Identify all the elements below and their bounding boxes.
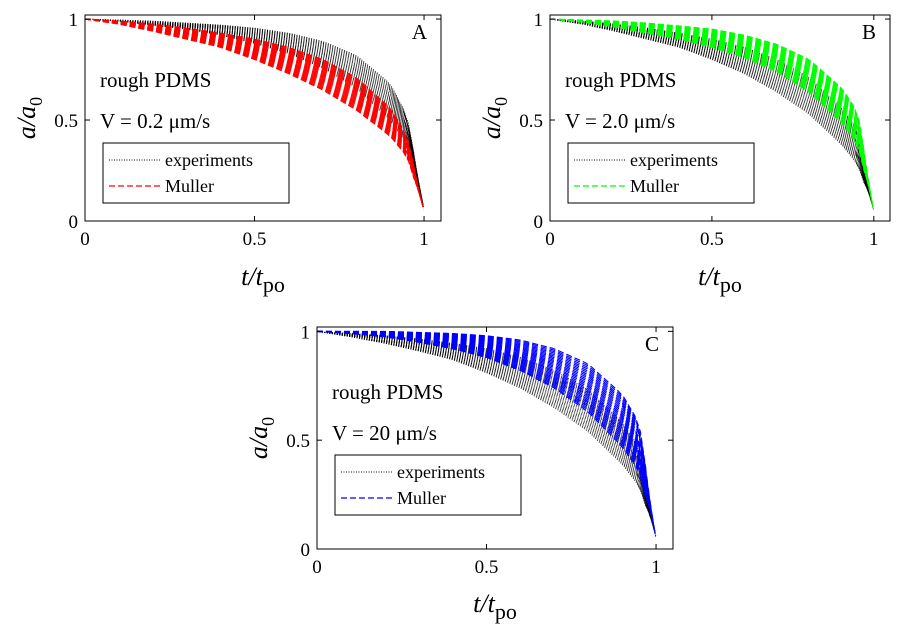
annotation-material: rough PDMS	[100, 68, 211, 92]
y-axis-label: a/a0	[244, 417, 278, 459]
legend-label: experiments	[630, 150, 718, 170]
x-tick-label: 0.5	[243, 229, 267, 250]
annotation-material: rough PDMS	[332, 380, 443, 404]
legend-label: Muller	[397, 488, 446, 508]
x-tick-label: 0	[80, 229, 90, 250]
legend-label: experiments	[397, 462, 485, 482]
series-line-muller	[549, 18, 867, 167]
series-line-muller	[317, 330, 647, 469]
series-line-experiments	[84, 18, 422, 197]
annotation-velocity: V = 2.0 μm/s	[565, 109, 675, 133]
series-line-muller	[549, 18, 872, 196]
series-line-experiments	[84, 18, 415, 158]
series-line-experiments	[316, 331, 651, 519]
y-axis-label: a/a0	[477, 97, 511, 139]
legend-box	[102, 142, 290, 204]
y-tick-label: 1	[534, 10, 544, 31]
series-line-experiments	[84, 18, 424, 204]
x-tick-label: 0.5	[700, 229, 724, 250]
x-tick-label: 1	[869, 229, 879, 250]
x-tick-label: 0	[312, 557, 322, 578]
series-line-experiments	[549, 18, 870, 196]
legend-label: Muller	[165, 176, 214, 196]
series-muller-B	[549, 18, 874, 210]
series-line-muller	[549, 18, 865, 172]
series-line-muller	[549, 18, 869, 176]
series-line-muller	[549, 18, 867, 162]
x-tick-label: 0.5	[475, 557, 499, 578]
series-line-muller	[549, 18, 874, 206]
x-tick-label: 1	[419, 229, 429, 250]
y-tick-label: 0.5	[286, 431, 310, 452]
panel-letter: A	[412, 20, 428, 44]
plot-frame	[84, 14, 442, 222]
series-line-experiments	[316, 331, 652, 521]
x-tick-label: 0	[545, 229, 555, 250]
plot-frame	[316, 326, 674, 550]
series-line-muller	[549, 18, 871, 193]
series-line-experiments	[549, 18, 874, 210]
series-line-experiments	[549, 18, 869, 194]
series-line-experiments	[316, 331, 655, 531]
x-axis-label: t/tpo	[698, 262, 742, 297]
series-line-experiments	[549, 18, 871, 200]
series-line-experiments	[549, 18, 869, 192]
annotation-velocity: V = 20 μm/s	[332, 421, 437, 445]
series-line-muller	[549, 18, 873, 202]
series-line-muller	[84, 18, 415, 167]
series-line-experiments	[549, 18, 868, 190]
legend: experiments Muller	[102, 142, 290, 204]
series-line-experiments	[316, 331, 654, 527]
legend-box	[567, 142, 755, 204]
series-line-muller	[549, 18, 870, 185]
series-line-experiments	[84, 18, 423, 201]
series-line-muller	[549, 18, 873, 203]
legend-label: Muller	[630, 176, 679, 196]
x-axis-label: t/tpo	[241, 262, 285, 297]
series-line-experiments	[84, 18, 425, 208]
series-line-experiments	[316, 331, 650, 516]
series-line-muller	[549, 18, 866, 157]
y-tick-label: 0.5	[54, 111, 78, 132]
y-tick-label: 0	[69, 212, 79, 233]
legend: experiments Muller	[334, 454, 522, 516]
legend-label: experiments	[165, 150, 253, 170]
series-line-experiments	[316, 331, 655, 530]
y-tick-label: 1	[69, 10, 79, 31]
x-tick-label: 1	[651, 557, 661, 578]
series-line-muller	[549, 18, 872, 199]
panel-letter: C	[645, 332, 659, 356]
panel-letter: B	[862, 20, 876, 44]
series-muller-A	[84, 18, 425, 210]
series-line-muller	[549, 18, 868, 172]
series-muller-C	[316, 330, 657, 537]
series-line-experiments	[549, 18, 871, 198]
annotation-material: rough PDMS	[565, 68, 676, 92]
y-axis-label: a/a0	[12, 97, 46, 139]
y-tick-label: 1	[301, 322, 311, 343]
x-axis-label: t/tpo	[473, 589, 517, 624]
annotation-velocity: V = 0.2 μm/s	[100, 109, 210, 133]
y-tick-label: 0.5	[519, 111, 543, 132]
series-line-muller	[549, 18, 865, 152]
series-line-muller	[549, 18, 874, 206]
y-tick-label: 0	[301, 540, 311, 561]
series-line-experiments	[316, 331, 654, 528]
legend-box	[334, 454, 522, 516]
legend: experiments Muller	[567, 142, 755, 204]
y-tick-label: 0	[534, 212, 544, 233]
series-line-experiments	[84, 18, 425, 208]
plot-frame	[549, 14, 891, 222]
series-line-muller	[549, 18, 869, 181]
